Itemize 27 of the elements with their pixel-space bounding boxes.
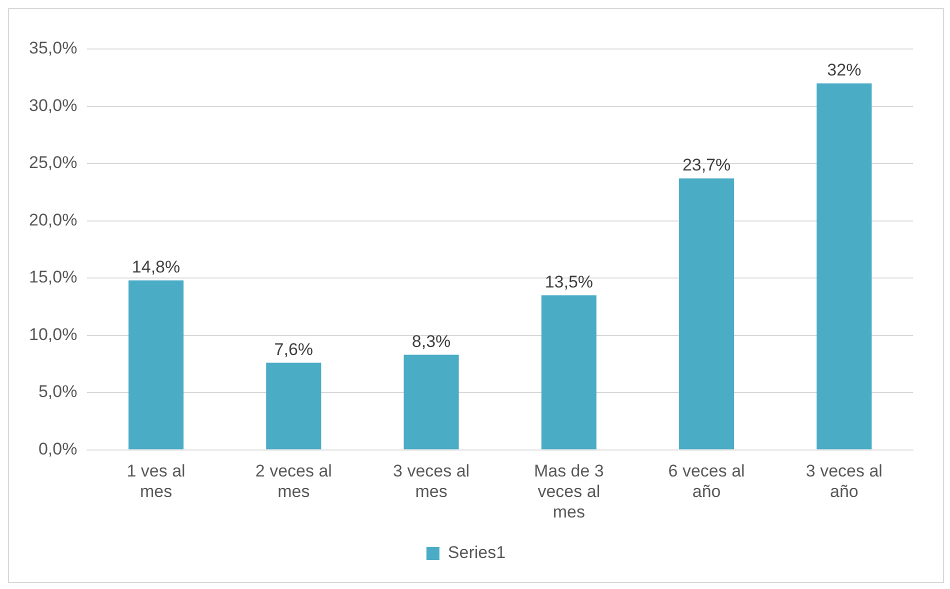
y-tick-label: 0,0% [38, 439, 78, 458]
x-tick-label: Mas de 3 veces al mes [534, 462, 604, 522]
y-tick-label: 5,0% [38, 382, 78, 402]
bar [541, 295, 596, 450]
bar [128, 280, 184, 450]
x-tick-label: 1 ves al mes [126, 462, 186, 502]
y-tick-label: 20,0% [29, 210, 78, 230]
y-tick-label: 10,0% [29, 324, 78, 344]
x-tick-label: 3 veces al mes [393, 462, 470, 502]
bar [404, 354, 459, 450]
data-label: 14,8% [132, 258, 180, 277]
data-label: 8,3% [412, 332, 451, 351]
data-label: 13,5% [544, 272, 594, 292]
data-label: 7,6% [274, 340, 314, 359]
bar [816, 83, 872, 450]
x-tick-label: 6 veces al año [668, 462, 745, 502]
bar [679, 178, 734, 450]
data-label: 32% [827, 60, 862, 80]
x-tick-label: 2 veces al mes [255, 462, 332, 502]
y-tick-label: 15,0% [29, 268, 78, 287]
y-tick-label: 30,0% [29, 96, 78, 115]
data-label: 23,7% [682, 156, 731, 175]
y-tick-label: 35,0% [29, 38, 78, 58]
bar [266, 362, 322, 450]
y-tick-label: 25,0% [29, 153, 78, 172]
legend-label: Series1 [448, 543, 506, 562]
x-tick-label: 3 veces al año [806, 462, 882, 502]
